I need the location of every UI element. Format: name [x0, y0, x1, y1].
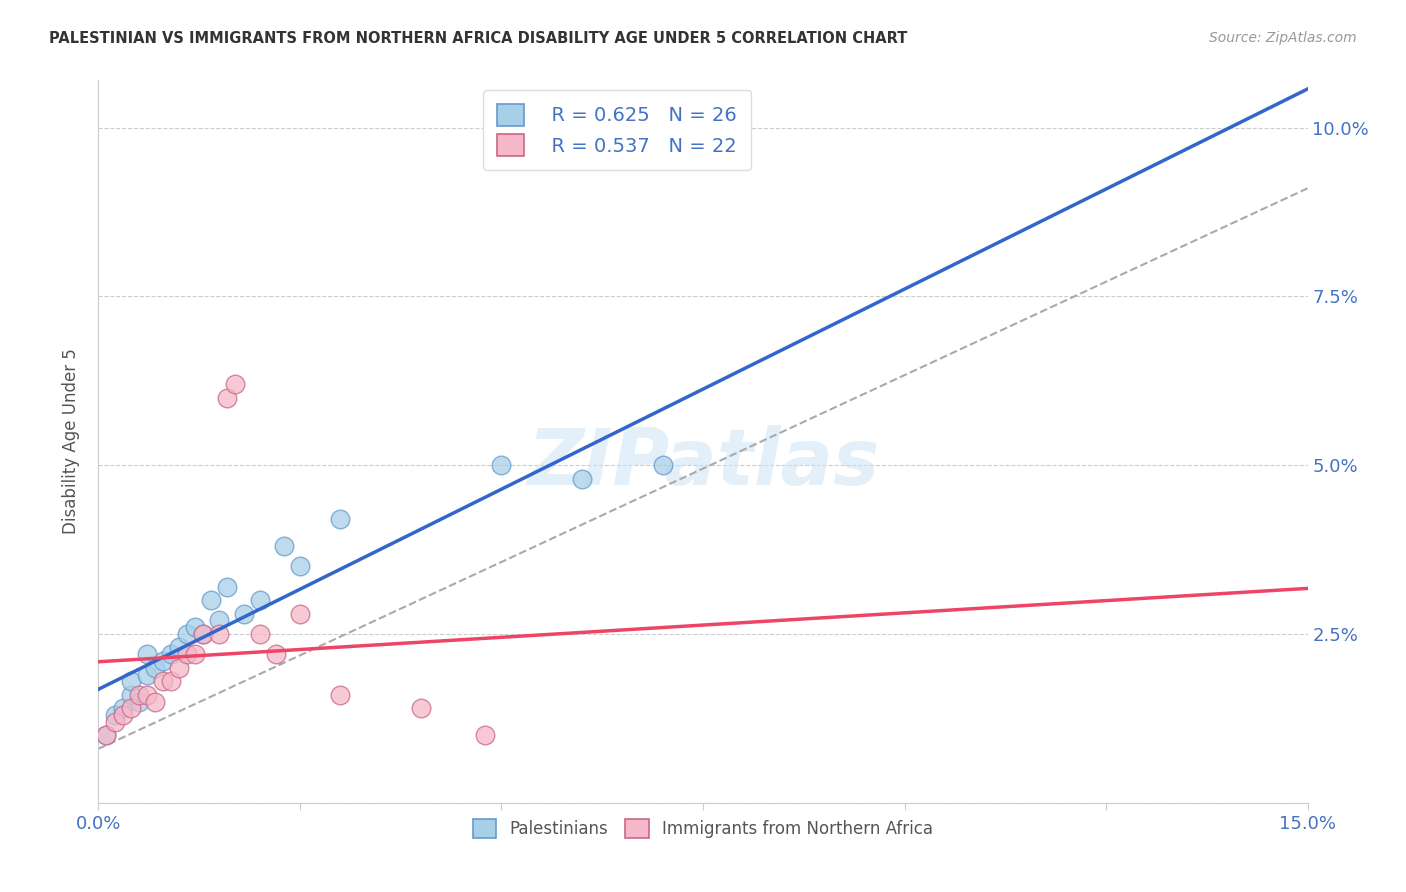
- Point: [249, 593, 271, 607]
- Point: [152, 674, 174, 689]
- Legend: Palestinians, Immigrants from Northern Africa: Palestinians, Immigrants from Northern A…: [467, 813, 939, 845]
- Point: [264, 647, 287, 661]
- Point: [135, 647, 157, 661]
- Point: [128, 688, 150, 702]
- Point: [176, 627, 198, 641]
- Text: Source: ZipAtlas.com: Source: ZipAtlas.com: [1209, 31, 1357, 45]
- Point: [217, 580, 239, 594]
- Point: [96, 728, 118, 742]
- Y-axis label: Disability Age Under 5: Disability Age Under 5: [62, 349, 80, 534]
- Point: [217, 391, 239, 405]
- Point: [409, 701, 432, 715]
- Point: [184, 647, 207, 661]
- Point: [167, 661, 190, 675]
- Point: [111, 708, 134, 723]
- Point: [167, 640, 190, 655]
- Point: [176, 647, 198, 661]
- Point: [120, 688, 142, 702]
- Point: [491, 458, 513, 472]
- Point: [120, 701, 142, 715]
- Point: [160, 647, 183, 661]
- Text: ZIPatlas: ZIPatlas: [527, 425, 879, 501]
- Point: [143, 694, 166, 708]
- Point: [103, 708, 125, 723]
- Point: [120, 674, 142, 689]
- Point: [96, 728, 118, 742]
- Point: [128, 694, 150, 708]
- Point: [329, 688, 352, 702]
- Point: [571, 472, 593, 486]
- Point: [224, 377, 246, 392]
- Point: [273, 539, 295, 553]
- Point: [200, 593, 222, 607]
- Point: [184, 620, 207, 634]
- Point: [193, 627, 215, 641]
- Point: [288, 559, 311, 574]
- Point: [193, 627, 215, 641]
- Point: [135, 688, 157, 702]
- Point: [249, 627, 271, 641]
- Point: [135, 667, 157, 681]
- Point: [232, 607, 254, 621]
- Point: [143, 661, 166, 675]
- Point: [474, 728, 496, 742]
- Point: [111, 701, 134, 715]
- Point: [208, 614, 231, 628]
- Point: [160, 674, 183, 689]
- Text: PALESTINIAN VS IMMIGRANTS FROM NORTHERN AFRICA DISABILITY AGE UNDER 5 CORRELATIO: PALESTINIAN VS IMMIGRANTS FROM NORTHERN …: [49, 31, 908, 46]
- Point: [152, 654, 174, 668]
- Point: [288, 607, 311, 621]
- Point: [208, 627, 231, 641]
- Point: [329, 512, 352, 526]
- Point: [651, 458, 673, 472]
- Point: [103, 714, 125, 729]
